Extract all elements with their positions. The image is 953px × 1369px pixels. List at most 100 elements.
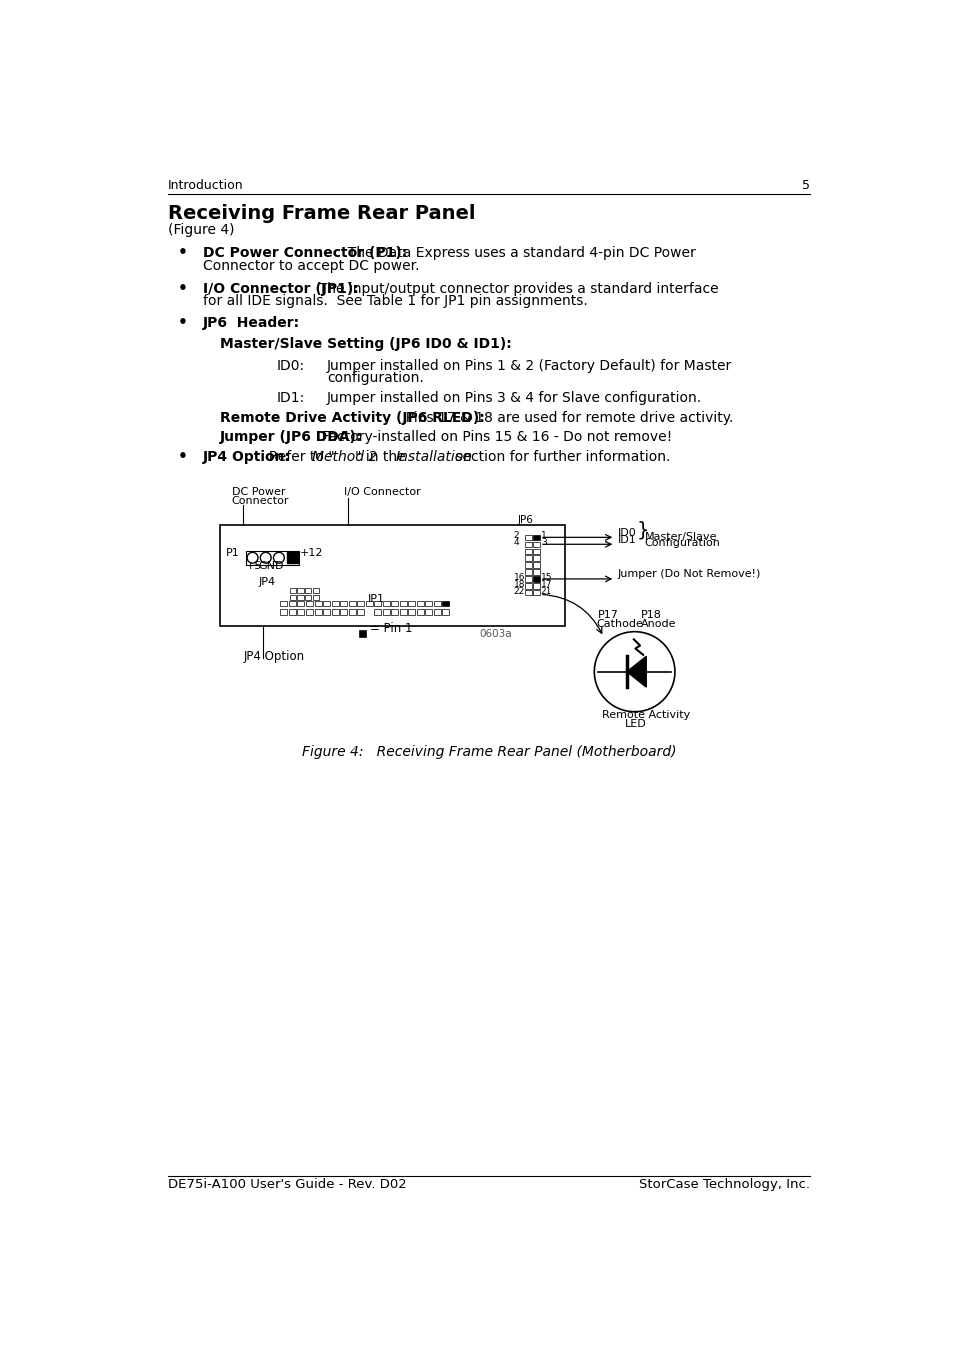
Bar — [297, 594, 303, 600]
Text: JP6  Header:: JP6 Header: — [203, 316, 300, 330]
Bar — [434, 609, 440, 615]
Text: Introduction: Introduction — [168, 179, 243, 192]
Text: (Figure 4): (Figure 4) — [168, 223, 234, 237]
Text: JP6: JP6 — [517, 515, 533, 526]
Text: Configuration: Configuration — [644, 538, 720, 548]
Bar — [289, 609, 295, 615]
Text: Factory-installed on Pins 15 & 16 - Do not remove!: Factory-installed on Pins 15 & 16 - Do n… — [313, 430, 672, 444]
Bar — [340, 601, 347, 606]
Text: Master/Slave: Master/Slave — [644, 531, 717, 542]
Text: I/O Connector (JP1):: I/O Connector (JP1): — [203, 282, 358, 296]
Bar — [348, 609, 355, 615]
Text: 17: 17 — [540, 580, 552, 589]
Text: The input/output connector provides a standard interface: The input/output connector provides a st… — [310, 282, 718, 296]
Text: DC Power: DC Power — [232, 486, 285, 497]
Bar — [297, 601, 304, 606]
Bar — [533, 542, 539, 548]
Text: •: • — [177, 281, 187, 296]
Text: DE75i-A100 User's Guide - Rev. D02: DE75i-A100 User's Guide - Rev. D02 — [168, 1177, 406, 1191]
Text: 5: 5 — [801, 179, 809, 192]
Bar — [382, 609, 390, 615]
Text: section for further information.: section for further information. — [451, 450, 670, 464]
Text: Connector to accept DC power.: Connector to accept DC power. — [203, 259, 419, 272]
Bar — [425, 609, 432, 615]
Text: •: • — [177, 315, 187, 330]
Text: 3: 3 — [540, 538, 546, 548]
Bar — [286, 552, 297, 563]
Text: P1: P1 — [226, 548, 240, 559]
Bar — [434, 601, 440, 606]
Bar — [340, 609, 347, 615]
Text: Cathode: Cathode — [596, 619, 643, 628]
Bar — [533, 570, 539, 575]
Text: 1: 1 — [540, 531, 546, 541]
Bar — [356, 601, 364, 606]
Text: DC Power Connector (P1):: DC Power Connector (P1): — [203, 246, 407, 260]
Text: Refer to ": Refer to " — [259, 450, 334, 464]
Bar — [374, 601, 381, 606]
Text: GND: GND — [257, 560, 283, 571]
Bar — [408, 601, 415, 606]
Bar — [359, 630, 366, 637]
Bar — [533, 549, 539, 554]
Bar — [533, 590, 539, 596]
Text: Pins 17 & 18 are used for remote drive activity.: Pins 17 & 18 are used for remote drive a… — [396, 411, 732, 426]
Text: Remote Drive Activity (JP6 RLED):: Remote Drive Activity (JP6 RLED): — [220, 411, 484, 426]
Bar — [280, 601, 287, 606]
Bar — [245, 550, 298, 564]
Text: = Pin 1: = Pin 1 — [369, 622, 412, 635]
Text: Master/Slave Setting (JP6 ID0 & ID1):: Master/Slave Setting (JP6 ID0 & ID1): — [220, 337, 511, 352]
Bar — [297, 609, 304, 615]
Bar — [280, 609, 287, 615]
Text: ID0:: ID0: — [276, 359, 304, 372]
Bar — [391, 601, 397, 606]
Text: Receiving Frame Rear Panel: Receiving Frame Rear Panel — [168, 204, 476, 223]
Bar — [305, 594, 311, 600]
Bar — [524, 549, 531, 554]
Bar — [356, 609, 364, 615]
Text: P17: P17 — [598, 609, 618, 620]
Bar — [524, 556, 531, 561]
Bar — [533, 535, 539, 539]
Bar — [323, 601, 330, 606]
Text: 0603a: 0603a — [479, 630, 512, 639]
Bar — [382, 601, 390, 606]
Text: 15: 15 — [540, 574, 552, 582]
Text: I/O Connector: I/O Connector — [344, 486, 420, 497]
Text: " in the: " in the — [355, 450, 410, 464]
Text: Installation: Installation — [395, 450, 472, 464]
Text: Jumper installed on Pins 3 & 4 for Slave configuration.: Jumper installed on Pins 3 & 4 for Slave… — [327, 392, 701, 405]
Bar — [332, 609, 338, 615]
Bar — [399, 601, 406, 606]
Text: •: • — [177, 245, 187, 260]
Bar — [524, 535, 531, 539]
Bar — [442, 609, 449, 615]
Bar — [306, 609, 313, 615]
Bar — [297, 587, 303, 593]
Bar — [533, 576, 539, 582]
Bar — [348, 601, 355, 606]
Bar — [399, 609, 406, 615]
Text: configuration.: configuration. — [327, 371, 423, 385]
Bar — [524, 563, 531, 568]
Text: ID1:: ID1: — [276, 392, 305, 405]
Bar — [408, 609, 415, 615]
Text: Jumper installed on Pins 1 & 2 (Factory Default) for Master: Jumper installed on Pins 1 & 2 (Factory … — [327, 359, 732, 372]
Bar — [533, 556, 539, 561]
Text: ID0: ID0 — [617, 528, 636, 538]
Text: •: • — [177, 449, 187, 464]
Bar — [425, 601, 432, 606]
Bar — [313, 587, 319, 593]
Text: The Data Express uses a standard 4-pin DC Power: The Data Express uses a standard 4-pin D… — [338, 246, 695, 260]
Bar — [524, 576, 531, 582]
Bar — [290, 587, 295, 593]
Bar — [391, 609, 397, 615]
Text: LED: LED — [624, 719, 646, 730]
Text: Jumper (Do Not Remove!): Jumper (Do Not Remove!) — [617, 570, 760, 579]
Bar — [323, 609, 330, 615]
Text: JP4: JP4 — [258, 578, 275, 587]
Bar — [533, 563, 539, 568]
Text: 2: 2 — [513, 531, 518, 541]
Bar — [533, 583, 539, 589]
Bar — [314, 601, 321, 606]
